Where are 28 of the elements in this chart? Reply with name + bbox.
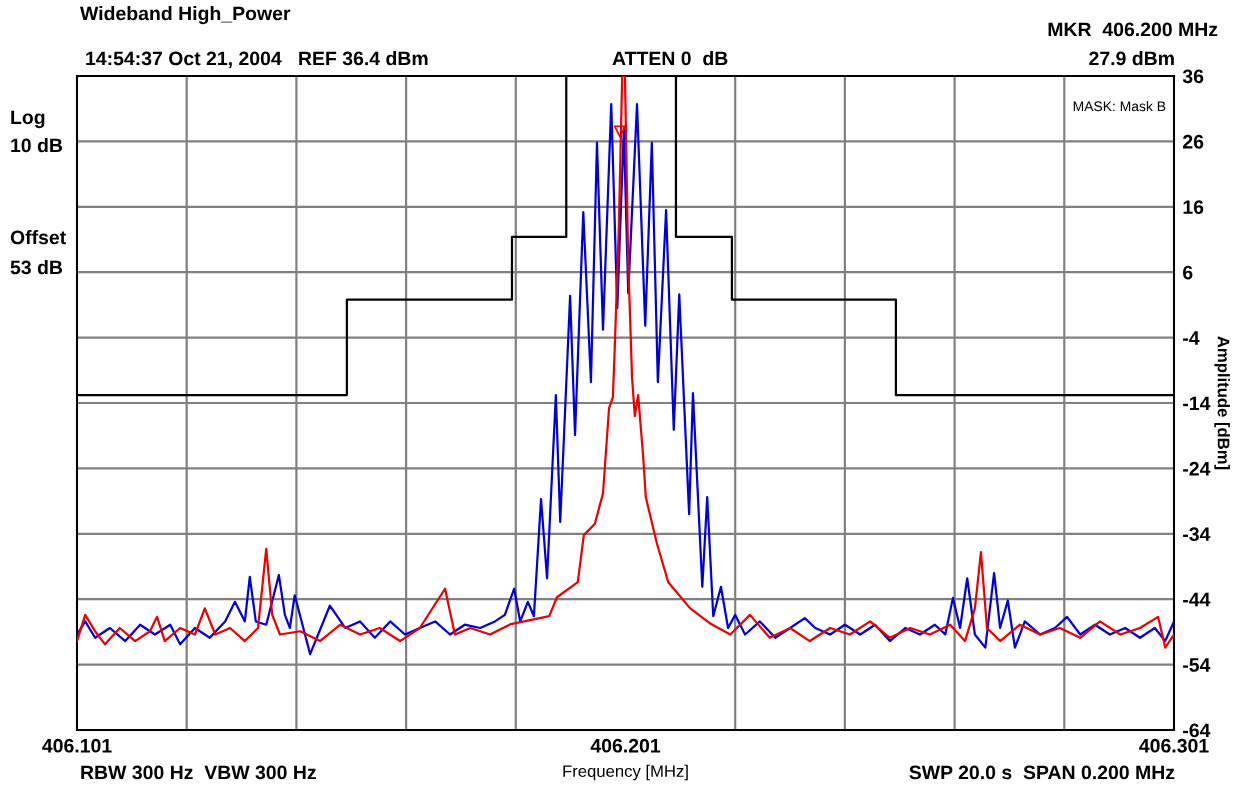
x-axis-title: Frequency [MHz]	[563, 764, 688, 781]
y-tick-label: -54	[1183, 658, 1211, 672]
text: 27.9 dBm	[1089, 51, 1174, 66]
y-tick-label: 6	[1183, 265, 1193, 280]
text: Offset	[10, 230, 66, 245]
y-tick-label: 36	[1182, 69, 1204, 84]
x-tick-label: 406.101	[42, 738, 112, 753]
y-tick-label: -4	[1183, 331, 1200, 345]
y-tick-label: -24	[1183, 461, 1211, 476]
y-tick-label: -34	[1183, 527, 1211, 542]
chart-subtitle: 14:54:37 Oct 21, 2004 REF 36.4 dBm	[86, 51, 428, 69]
text: SWP 20.0 s SPAN 0.200 MHz	[909, 765, 1175, 780]
chart-title: Wideband High_Power	[80, 6, 291, 25]
text: 53 dB	[10, 260, 63, 275]
y-tick-label: -44	[1183, 592, 1211, 607]
text: ATTEN 0 dB	[612, 51, 728, 66]
y-tick-label: 26	[1183, 134, 1204, 149]
y-tick-label: -14	[1183, 396, 1211, 411]
x-tick-label: 406.201	[590, 738, 661, 753]
x-tick-label: 406.301	[1139, 738, 1209, 753]
y-tick-label: 16	[1183, 200, 1204, 215]
text: RBW 300 Hz VBW 300 Hz	[81, 765, 316, 780]
text: Log	[11, 110, 45, 129]
annotation: MASK: Mask B	[1073, 101, 1166, 112]
y-axis-title: Amplitude [dBm]	[1214, 336, 1230, 470]
y-tick-label: -64	[1183, 723, 1211, 738]
text: MKR 406.200 MHz	[1048, 22, 1218, 37]
text: 10 dB	[11, 138, 63, 153]
